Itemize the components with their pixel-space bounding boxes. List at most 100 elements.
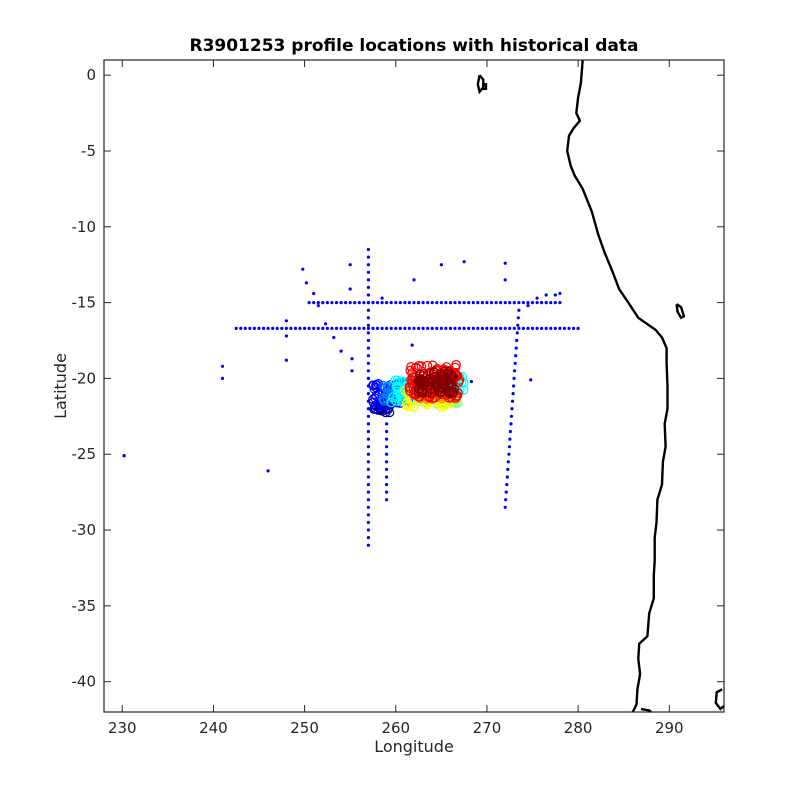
- float-profile-marker: [416, 386, 427, 397]
- historical-profile-point: [476, 326, 480, 330]
- historical-profile-point: [252, 326, 256, 330]
- historical-profile-point: [284, 334, 288, 338]
- float-profile-marker: [443, 366, 454, 377]
- float-profile-marker: [401, 397, 412, 408]
- historical-profile-point: [307, 326, 311, 330]
- historical-profile-point: [330, 301, 334, 305]
- historical-profile-point: [385, 460, 389, 464]
- historical-profile-point: [366, 354, 370, 358]
- float-profile-marker: [416, 374, 426, 385]
- historical-profile-point: [385, 429, 389, 434]
- float-profile-marker: [429, 367, 439, 378]
- y-tick-label: -30: [72, 521, 97, 539]
- historical-profile-point: [535, 301, 539, 305]
- historical-profile-point: [509, 422, 513, 426]
- historical-profile-point: [344, 301, 348, 305]
- historical-profile-point: [366, 543, 370, 547]
- historical-profile-point: [410, 343, 414, 347]
- historical-profile-point: [503, 326, 507, 330]
- historical-profile-point: [398, 301, 402, 305]
- historical-profile-point: [572, 326, 576, 330]
- historical-profile-point: [407, 301, 411, 305]
- float-profile-marker: [444, 374, 455, 385]
- historical-profile-point: [514, 346, 518, 350]
- historical-profile-point: [385, 490, 389, 494]
- historical-profile-point: [526, 301, 530, 305]
- historical-profile-point: [366, 467, 370, 471]
- float-profile-marker: [435, 387, 446, 398]
- historical-profile-point: [494, 326, 498, 330]
- historical-profile-point: [366, 346, 370, 350]
- historical-profile-point: [453, 326, 457, 330]
- historical-profile-point: [469, 379, 473, 384]
- float-trajectory: [368, 359, 469, 418]
- historical-profile-point: [366, 407, 370, 411]
- historical-profile-point: [301, 267, 305, 271]
- historical-profile-point: [530, 301, 535, 305]
- historical-profile-point: [284, 358, 288, 362]
- historical-profile-point: [366, 520, 370, 525]
- historical-profile-point: [508, 429, 512, 434]
- historical-profile-point: [439, 301, 443, 305]
- historical-profile-point: [508, 301, 512, 305]
- historical-profile-point: [339, 349, 343, 353]
- historical-profile-point: [366, 278, 370, 282]
- historical-profile-point: [385, 475, 389, 479]
- historical-profile-point: [507, 452, 511, 456]
- historical-profile-point: [362, 301, 366, 305]
- historical-profile-point: [516, 316, 520, 320]
- historical-profile-point: [234, 326, 238, 330]
- historical-profile-point: [380, 301, 384, 305]
- island-outline: [476, 74, 485, 95]
- historical-profile-point: [448, 326, 453, 330]
- historical-profile-point: [507, 445, 511, 449]
- historical-profile-point: [485, 326, 489, 330]
- historical-profile-point: [407, 326, 411, 330]
- historical-profile-point: [553, 293, 557, 297]
- historical-profile-point: [366, 528, 370, 532]
- historical-profile-point: [321, 326, 325, 330]
- historical-profile-point: [366, 414, 370, 418]
- historical-profile-point: [535, 326, 539, 330]
- float-profile-marker: [381, 403, 392, 413]
- historical-profile-point: [350, 369, 354, 373]
- historical-profile-point: [510, 399, 515, 403]
- historical-profile-point: [489, 301, 494, 305]
- historical-profile-point: [366, 483, 370, 487]
- historical-profile-point: [389, 326, 393, 330]
- x-tick-label: 230: [108, 719, 137, 737]
- historical-profile-point: [243, 326, 247, 330]
- historical-profile-point: [366, 445, 370, 449]
- historical-profile-point: [239, 326, 243, 330]
- y-tick-label: -5: [81, 142, 96, 160]
- historical-profiles: [122, 247, 580, 547]
- historical-profile-point: [515, 331, 519, 335]
- historical-profile-point: [385, 467, 389, 471]
- historical-profile-point: [348, 326, 352, 330]
- historical-profile-point: [462, 326, 466, 330]
- historical-profile-point: [325, 301, 329, 305]
- historical-profile-point: [562, 326, 567, 330]
- historical-profile-point: [339, 326, 343, 330]
- historical-profile-point: [403, 301, 407, 305]
- float-profile-marker: [392, 392, 402, 402]
- historical-profile-point: [412, 301, 416, 305]
- axis-ticks: 230 240 250 260 270 280 290 0 -5 -10 -15 -20 -25 -30 -…: [72, 60, 724, 737]
- y-tick-label: -40: [72, 673, 97, 691]
- historical-profile-point: [366, 429, 370, 434]
- historical-profile-point: [366, 301, 370, 305]
- historical-profile-point: [380, 296, 384, 300]
- historical-profile-point: [412, 278, 416, 282]
- float-profile-marker: [422, 387, 432, 398]
- historical-profile-point: [366, 263, 370, 267]
- historical-profile-point: [499, 326, 503, 330]
- historical-profile-point: [515, 338, 519, 343]
- float-profile-marker: [371, 391, 381, 401]
- historical-profile-point: [394, 326, 398, 330]
- historical-profile-point: [540, 301, 544, 305]
- historical-profile-point: [350, 357, 354, 361]
- historical-profile-point: [366, 475, 370, 479]
- x-tick-label: 280: [564, 719, 593, 737]
- island-outline: [714, 688, 725, 711]
- historical-profile-point: [513, 361, 517, 365]
